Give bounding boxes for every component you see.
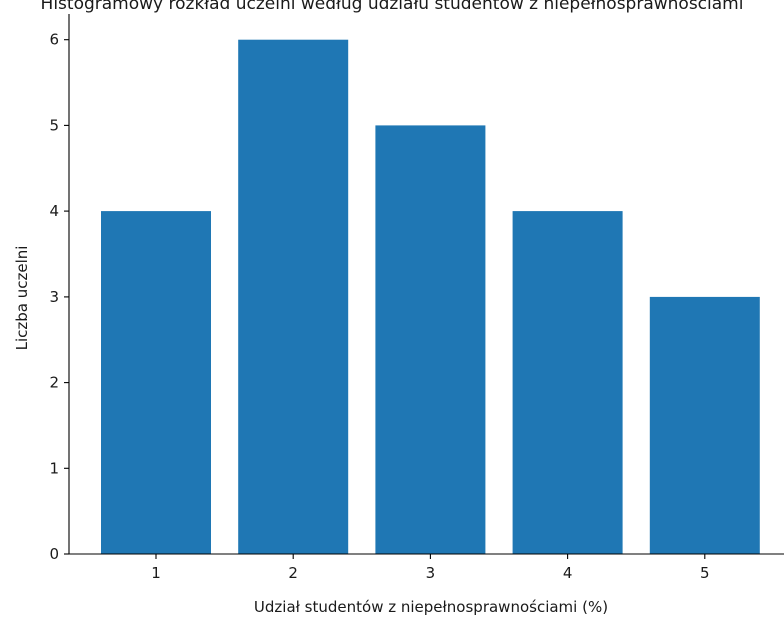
y-tick-label: 2 bbox=[49, 374, 59, 392]
bar-5 bbox=[649, 296, 760, 554]
y-axis-ticks: 0 1 2 3 4 5 6 bbox=[49, 31, 69, 563]
x-tick-label: 1 bbox=[151, 564, 161, 582]
x-tick-label: 2 bbox=[288, 564, 298, 582]
y-tick-label: 1 bbox=[49, 459, 59, 477]
y-tick-label: 5 bbox=[49, 116, 59, 134]
y-axis-label: Liczba uczelni bbox=[13, 246, 31, 351]
x-axis-label: Udział studentów z niepełnosprawnościami… bbox=[254, 598, 608, 616]
bar-1 bbox=[101, 211, 211, 554]
y-tick-label: 6 bbox=[49, 31, 59, 49]
bars-layer bbox=[101, 39, 760, 555]
x-tick-label: 5 bbox=[700, 564, 710, 582]
bar-4 bbox=[512, 211, 623, 554]
bar-2 bbox=[238, 39, 349, 554]
x-tick-label: 3 bbox=[426, 564, 436, 582]
x-axis-ticks: 1 2 3 4 5 bbox=[151, 554, 710, 582]
y-tick-label: 3 bbox=[49, 288, 59, 306]
x-tick-label: 4 bbox=[563, 564, 573, 582]
y-tick-label: 4 bbox=[49, 202, 59, 220]
axes-layer bbox=[68, 14, 784, 555]
chart-title: Histogramowy rozkład uczelni według udzi… bbox=[41, 0, 744, 14]
y-tick-label: 0 bbox=[49, 545, 59, 563]
bar-3 bbox=[375, 125, 486, 555]
